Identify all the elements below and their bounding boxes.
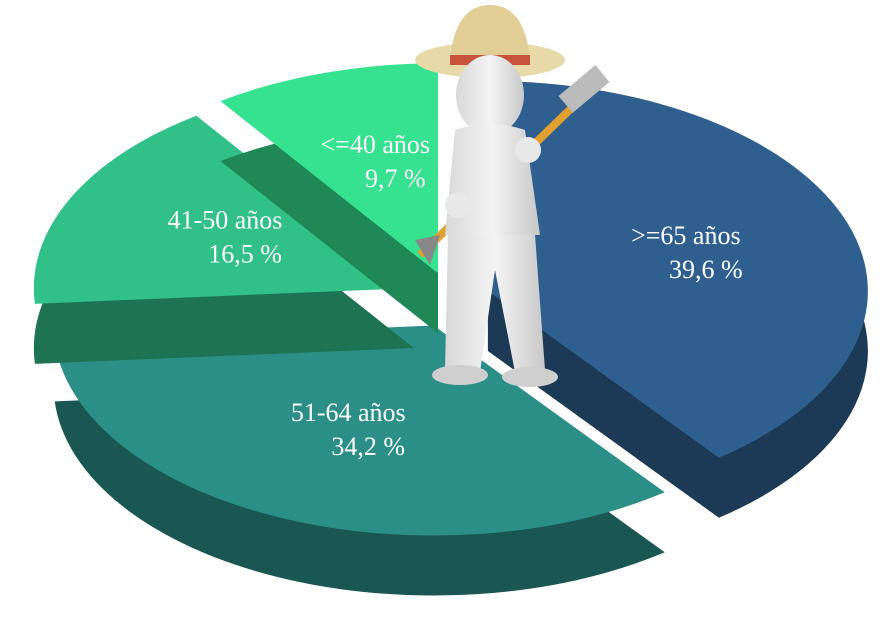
slice-label: >=65 años [631,221,740,250]
slice-label: 41-50 años [168,205,283,234]
wedge [33,115,414,304]
value-label: 39,6 % [669,255,743,284]
pie: >=65 años 39,6 % 51-64 años 34,2 % 41-50 año… [33,63,868,596]
farmer-figure [415,5,610,387]
foot [432,365,488,385]
hat-crown [450,5,530,60]
wedge [54,325,665,536]
slice-label: <=40 años [321,130,430,159]
foot [502,367,558,387]
rake-head [558,65,610,113]
value-label: 34,2 % [331,432,405,461]
value-label: 16,5 % [208,239,282,268]
hand [445,192,471,218]
head [456,55,524,135]
legs [445,235,545,372]
tool-blade [415,235,440,265]
value-label: 9,7 % [365,164,426,193]
hand [515,137,541,163]
slice-label: 51-64 años [291,398,406,427]
wedge [220,63,438,274]
wedge [487,81,868,458]
